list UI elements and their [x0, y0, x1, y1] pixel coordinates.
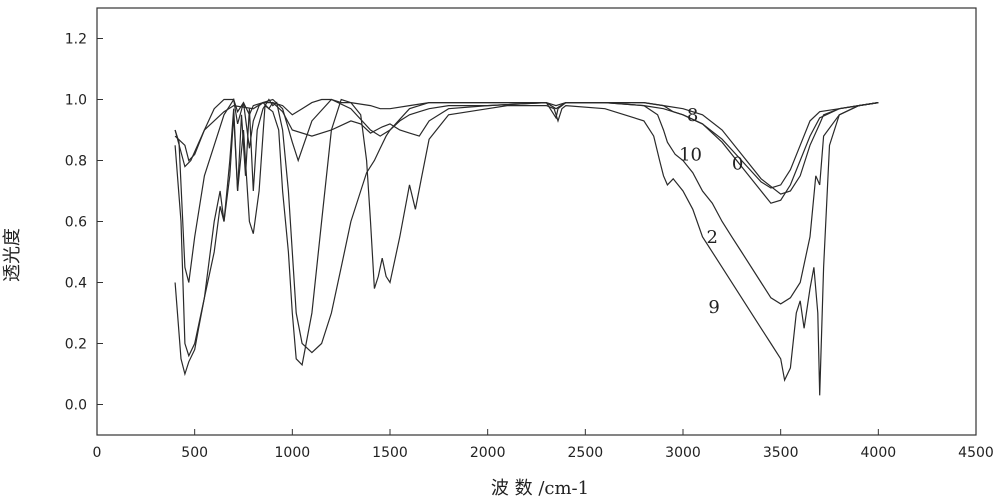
y-axis: 0.0 0.2 0.4 0.6 0.8 1.0 1.2	[65, 32, 103, 414]
y-tick-label: 0.4	[65, 276, 87, 292]
y-tick-label: 0.2	[65, 337, 87, 353]
curve-label-10: 10	[679, 145, 702, 166]
x-tick-label: 2500	[568, 445, 604, 461]
plot-frame	[96, 7, 977, 436]
curve-label-0: 0	[732, 154, 743, 175]
x-axis: 0 500 1000 1500 2000 2500 3000 3500 4000 4500	[93, 429, 994, 461]
curve-label-2: 2	[706, 227, 717, 248]
x-axis-title: 波 数 /cm-1	[491, 478, 589, 499]
series-line-10	[174, 98, 879, 358]
x-tick-label: 2000	[470, 445, 506, 461]
y-tick-label: 1.2	[65, 32, 87, 48]
x-tick-label: 3500	[763, 445, 799, 461]
curve-label-8: 8	[687, 105, 698, 126]
series-lines	[174, 97, 879, 396]
curve-label-9: 9	[708, 297, 719, 318]
x-tick-label: 0	[93, 445, 102, 461]
x-tick-label: 1000	[275, 445, 311, 461]
y-tick-label: 0.8	[65, 154, 87, 170]
curve-labels: 8 10 0 2 9	[679, 105, 743, 318]
series-line-2	[174, 98, 879, 396]
x-tick-label: 3000	[665, 445, 701, 461]
x-tick-label: 500	[181, 445, 208, 461]
y-tick-label: 0.0	[65, 398, 87, 414]
series-line-8	[174, 98, 879, 189]
series-line-9	[174, 98, 879, 195]
y-tick-label: 1.0	[65, 93, 87, 109]
x-tick-label: 1500	[372, 445, 408, 461]
y-axis-title: 透光度	[2, 228, 23, 282]
x-tick-label: 4000	[861, 445, 897, 461]
y-tick-label: 0.6	[65, 215, 87, 231]
series-line-0	[174, 97, 879, 283]
x-tick-label: 4500	[958, 445, 994, 461]
